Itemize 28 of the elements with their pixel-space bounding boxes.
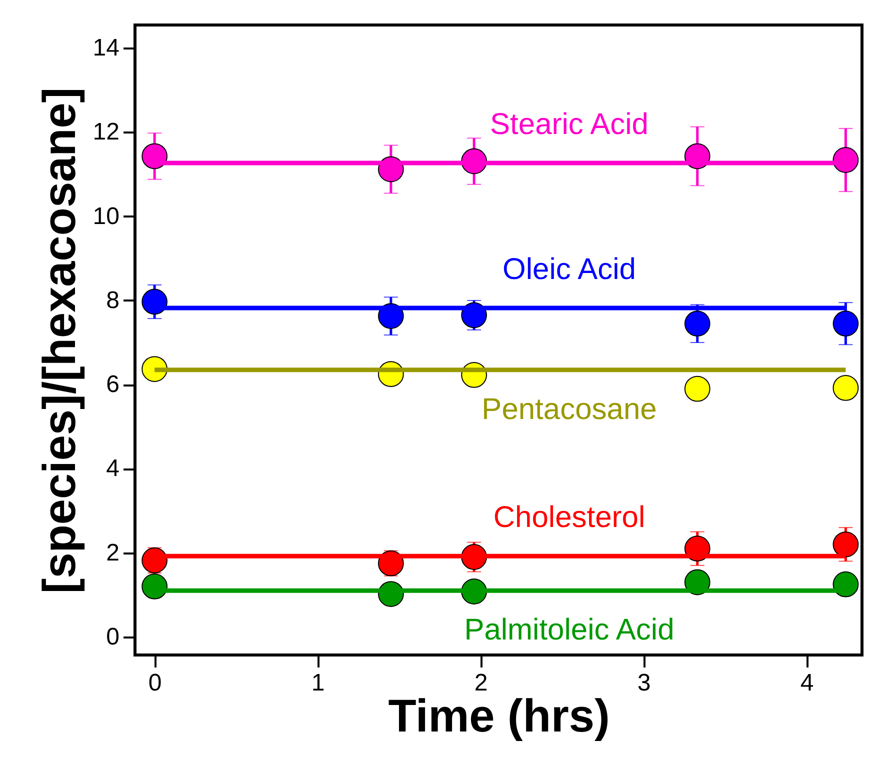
y-tick-label: 4 (106, 455, 120, 482)
point (832, 375, 859, 401)
y-tick-label: 14 (92, 34, 120, 62)
y-axis-title: [species]/[hexacosane] (32, 87, 85, 594)
point (142, 143, 168, 170)
y-tick-label: 8 (106, 286, 120, 314)
point (142, 574, 168, 600)
x-tick-label: 1 (311, 670, 325, 696)
point (832, 310, 859, 337)
series-label: Oleic Acid (502, 253, 636, 286)
x-tick-label: 3 (637, 670, 651, 696)
series-label: Cholesterol (493, 501, 646, 534)
x-tick-label: 0 (148, 670, 162, 696)
y-tick-label: 2 (106, 539, 120, 566)
y-tick-label: 12 (92, 118, 120, 146)
point (684, 376, 710, 402)
point (684, 310, 710, 337)
point (142, 288, 168, 315)
y-tick-label: 10 (92, 202, 120, 230)
series-label: Palmitoleic Acid (464, 614, 674, 647)
series-label: Pentacosane (482, 392, 657, 426)
point (832, 531, 859, 558)
y-tick-label: 6 (106, 371, 120, 398)
point (142, 547, 168, 574)
point (832, 571, 859, 598)
series-label: Stearic Acid (490, 108, 648, 141)
x-tick-label: 4 (800, 670, 814, 696)
y-tick-label: 0 (106, 623, 120, 650)
